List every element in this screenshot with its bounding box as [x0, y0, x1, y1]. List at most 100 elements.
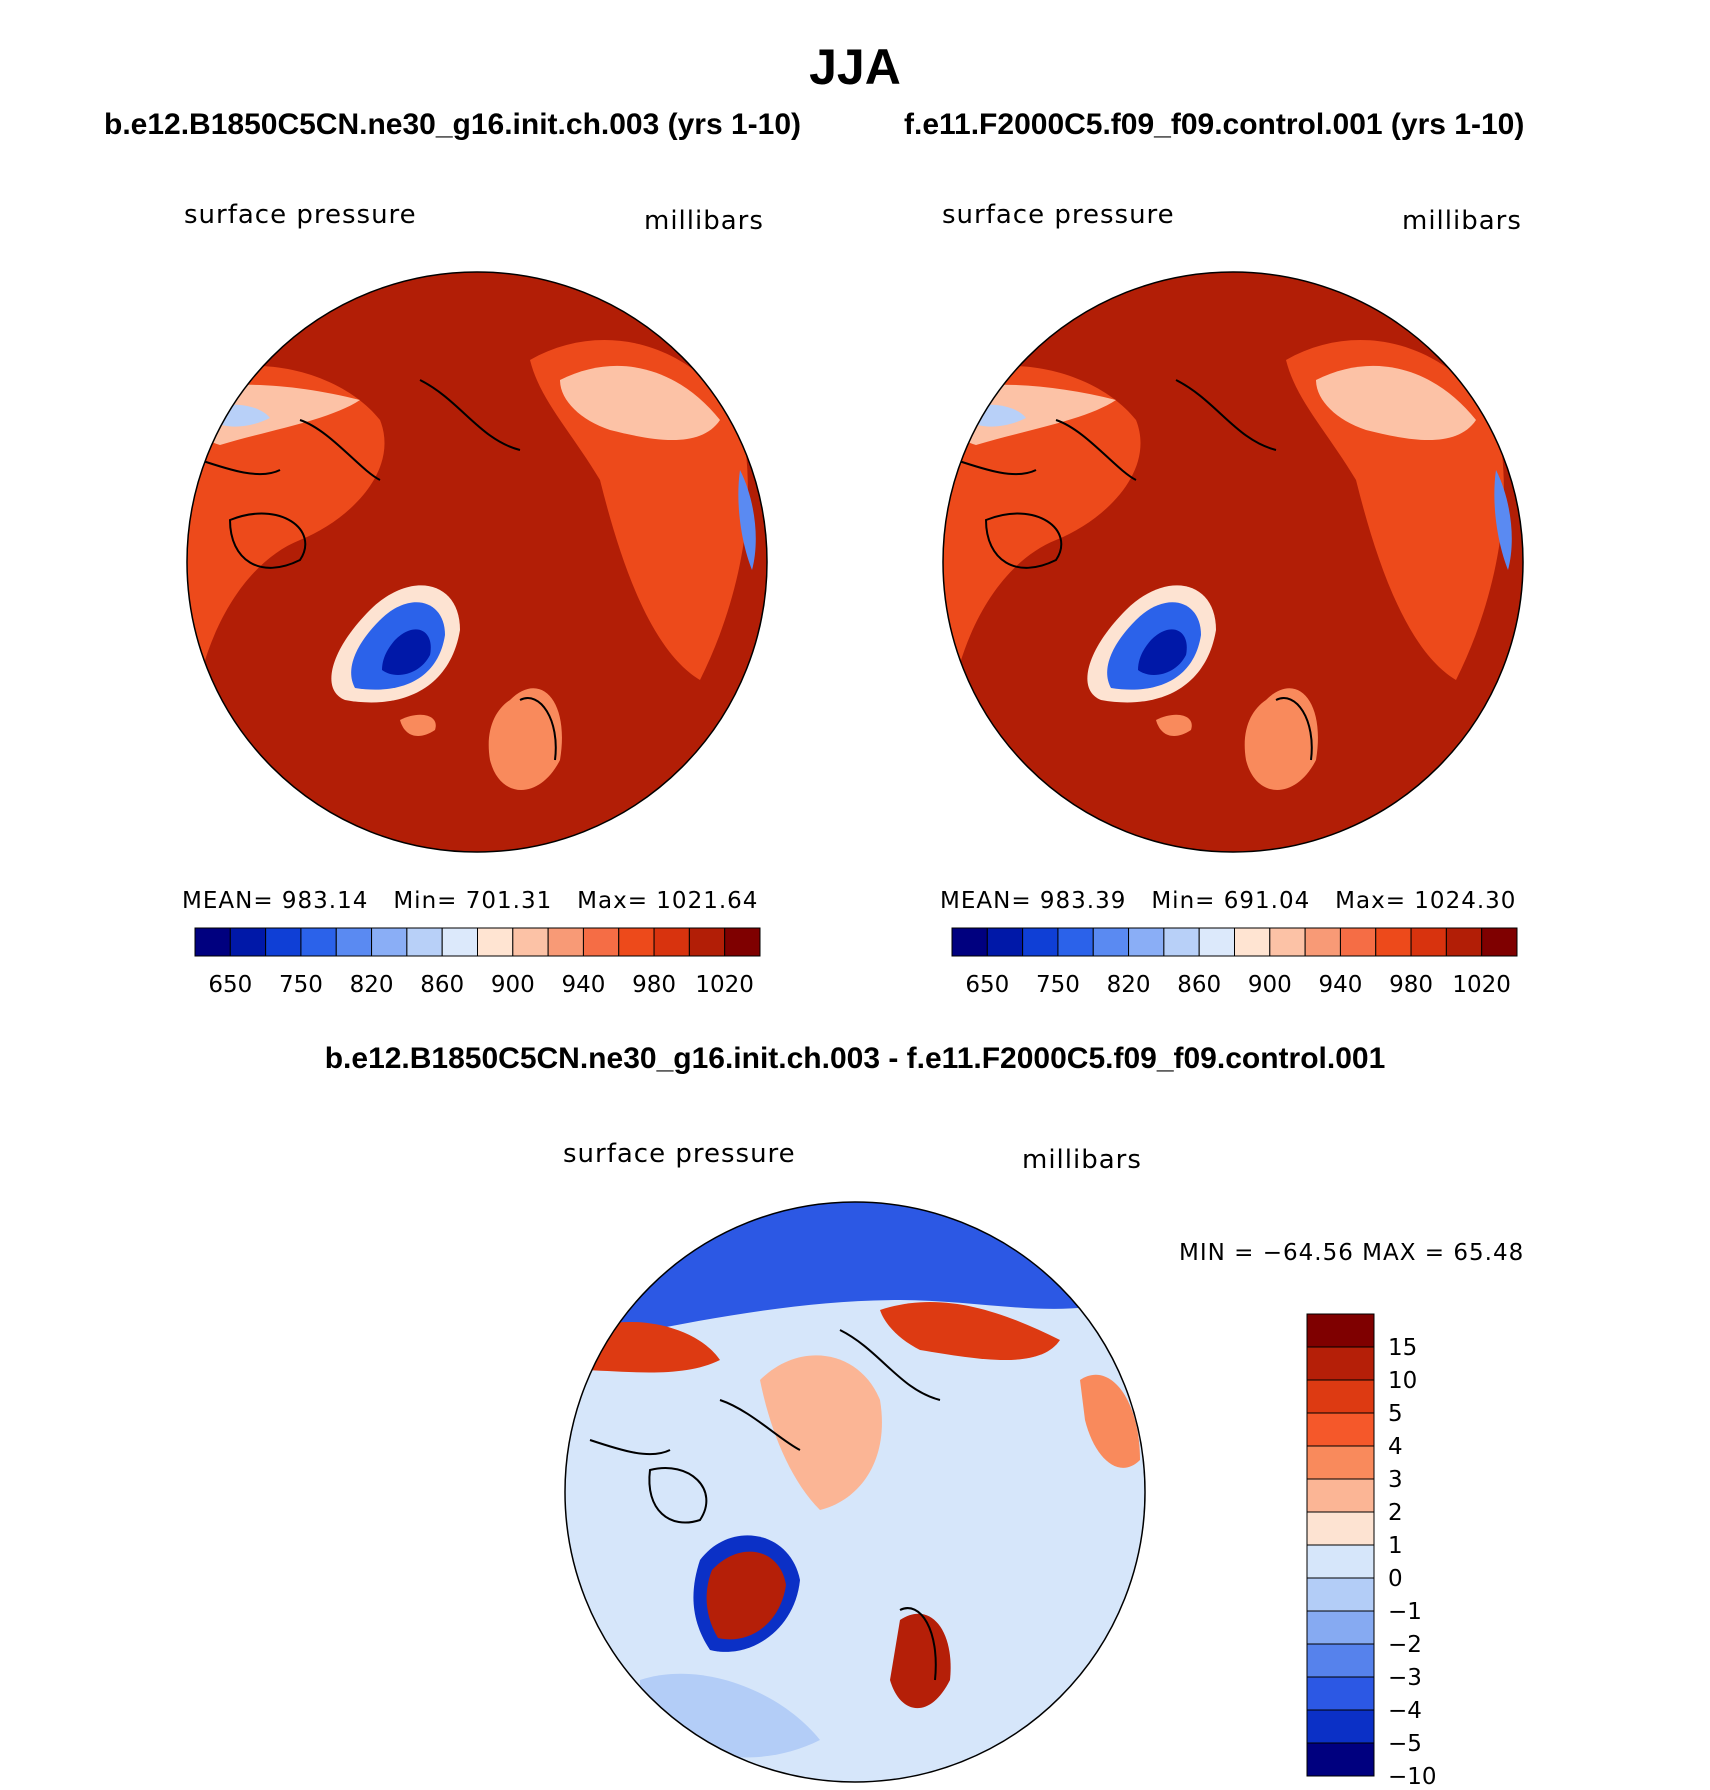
diff-colorbar-box [1306, 1379, 1375, 1414]
diff-colorbar-tick-label: 1 [1388, 1533, 1403, 1559]
figure-title: JJA [809, 39, 901, 95]
left-colorbar-box [688, 927, 726, 957]
diff-coastline-hudson [648, 1467, 708, 1524]
diff-colorbar-box [1306, 1676, 1375, 1711]
diff-arctic-positive [760, 1355, 882, 1510]
right-scandinavia [1244, 688, 1318, 790]
right-map-border [942, 271, 1524, 853]
left-min-label: Min= [393, 888, 458, 914]
right-colorbar-box [951, 927, 988, 957]
diff-units-label: millibars [1022, 1145, 1142, 1175]
right-greenland-core [1138, 629, 1187, 675]
right-iceland [1156, 714, 1192, 736]
diff-colorbar-box [1306, 1709, 1375, 1744]
diff-colorbar-box [1306, 1445, 1375, 1480]
left-colorbar-tick-label: 750 [279, 972, 323, 998]
right-mean-value: 983.39 [1039, 888, 1127, 914]
diff-colorbar-tick-label: 0 [1388, 1566, 1403, 1592]
diff-colorbar-box [1306, 1577, 1375, 1612]
right-colorbar-tick-label: 650 [965, 972, 1009, 998]
right-max-label: Max= [1335, 888, 1406, 914]
left-colorbar-box [477, 927, 514, 957]
diff-colorbar-tick-label: 4 [1388, 1434, 1403, 1460]
diff-colorbar-box [1306, 1742, 1375, 1777]
diff-colorbar-box [1306, 1478, 1375, 1513]
right-colorbar-box [1410, 927, 1447, 957]
left-mean-label: MEAN= [182, 888, 274, 914]
left-max-value: 1021.64 [656, 888, 759, 914]
diff-colorbar-tick-label: −10 [1388, 1764, 1437, 1790]
right-colorbar-tick-label: 940 [1318, 972, 1362, 998]
diff-map-border [564, 1201, 1146, 1783]
right-colorbar: 650 750 820 860 900 940 980 1020 [951, 927, 1518, 998]
left-variable-label: surface pressure [184, 200, 417, 230]
diff-colorbar-box [1306, 1511, 1375, 1546]
left-colorbar-box [724, 927, 761, 957]
diff-colorbar-tick-label: −5 [1388, 1731, 1422, 1757]
right-colorbar-box [1057, 927, 1094, 957]
diff-greenland-core [706, 1551, 786, 1640]
diff-colorbar-box [1306, 1544, 1375, 1579]
right-colorbar-tick-label: 1020 [1452, 972, 1511, 998]
diff-minmax-text: MIN = −64.56 MAX = 65.48 [1179, 1240, 1525, 1266]
right-colorbar-box [1304, 927, 1341, 957]
left-colorbar-tick-label: 940 [561, 972, 605, 998]
difference-title: b.e12.B1850C5CN.ne30_g16.init.ch.003 - f… [324, 1042, 1386, 1075]
right-mean-label: MEAN= [940, 888, 1032, 914]
right-colorbar-tick-label: 860 [1177, 972, 1221, 998]
right-min-value: 691.04 [1223, 888, 1311, 914]
right-colorbar-tick-label: 980 [1389, 972, 1433, 998]
left-colorbar-box [371, 927, 408, 957]
right-colorbar-tick-label: 820 [1107, 972, 1151, 998]
left-colorbar-box [441, 927, 478, 957]
left-colorbar-box [406, 927, 443, 957]
right-colorbar-box [1481, 927, 1518, 957]
left-tibet-low [738, 470, 756, 570]
diff-colorbar-box [1306, 1346, 1375, 1381]
left-colorbar-box [300, 927, 337, 957]
diff-colorbar-tick-label: −3 [1388, 1665, 1422, 1691]
left-case-title: b.e12.B1850C5CN.ne30_g16.init.ch.003 (yr… [104, 108, 802, 141]
diff-colorbar-box [1306, 1313, 1375, 1348]
right-colorbar-box [1128, 927, 1165, 957]
diff-colorbar-box [1306, 1643, 1375, 1678]
left-mean-value: 983.14 [281, 888, 369, 914]
left-colorbar-tick-label: 980 [632, 972, 676, 998]
right-colorbar-box [986, 927, 1024, 957]
left-colorbar-tick-label: 900 [491, 972, 535, 998]
right-tibet-low [1494, 470, 1512, 570]
diff-coastlines [589, 1329, 941, 1681]
left-colorbar-box [618, 927, 655, 957]
diff-colorbar-tick-label: −1 [1388, 1599, 1422, 1625]
left-colorbar-tick-label: 1020 [695, 972, 754, 998]
left-colorbar-box [229, 927, 267, 957]
diff-colorbar-tick-label: 15 [1388, 1335, 1417, 1361]
left-colorbar: 650 750 820 860 900 940 980 1020 [194, 927, 761, 998]
diff-colorbar-tick-label: 5 [1388, 1401, 1403, 1427]
diff-colorbar-box [1306, 1610, 1375, 1645]
right-colorbar-tick-label: 750 [1036, 972, 1080, 998]
right-colorbar-box [1198, 927, 1235, 957]
left-max-label: Max= [577, 888, 648, 914]
left-stats: MEAN= 983.14 Min= 701.31 Max= 1021.64 [182, 888, 758, 914]
left-polar-map [186, 271, 768, 853]
right-colorbar-box [1339, 927, 1377, 957]
left-colorbar-tick-label: 650 [208, 972, 252, 998]
right-colorbar-box [1163, 927, 1200, 957]
right-polar-map [942, 271, 1524, 853]
left-colorbar-box [582, 927, 620, 957]
diff-siberia-band [880, 1301, 1060, 1360]
right-colorbar-box [1375, 927, 1412, 957]
left-colorbar-box [512, 927, 549, 957]
left-colorbar-box [547, 927, 584, 957]
right-coastlines [955, 379, 1313, 761]
diff-colorbar-tick-label: 10 [1388, 1368, 1417, 1394]
diff-scandinavia [890, 1613, 951, 1709]
diff-polar-map [564, 1201, 1146, 1783]
left-units-label: millibars [644, 206, 764, 236]
diff-colorbar-tick-label: 3 [1388, 1467, 1403, 1493]
left-coastlines [199, 379, 557, 761]
left-colorbar-tick-label: 820 [350, 972, 394, 998]
